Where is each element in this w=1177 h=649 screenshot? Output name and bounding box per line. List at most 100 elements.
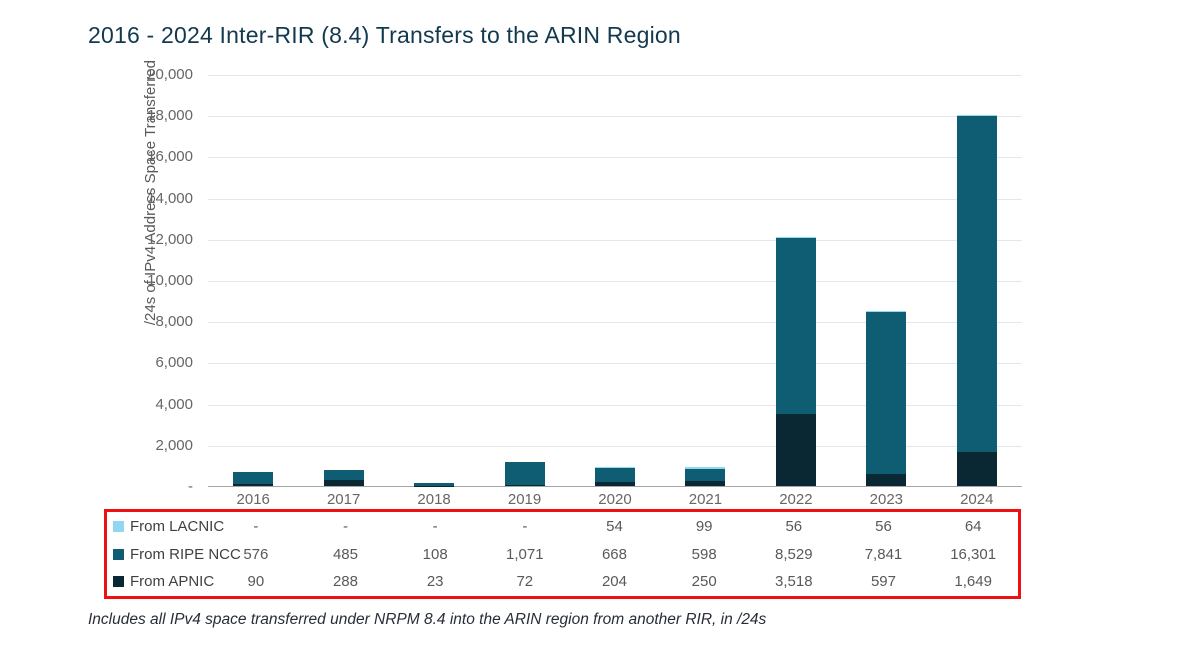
legend-item[interactable]: From LACNIC xyxy=(107,518,224,535)
table-row: From RIPE NCC 576 485 108 1,071 668 598 8,529 7,… xyxy=(107,541,1018,568)
data-table: From LACNIC - - - - 54 99 56 56 64 From RIPE NCC 57… xyxy=(104,509,1021,599)
table-value: 108 xyxy=(422,545,448,563)
bar-2020[interactable] xyxy=(595,466,635,486)
bar-2018[interactable] xyxy=(414,483,455,486)
bar-segment-2019[interactable] xyxy=(504,462,545,485)
table-value: 250 xyxy=(691,573,717,591)
bar-segment-2024[interactable] xyxy=(956,114,997,117)
bar-segment-2021[interactable] xyxy=(685,468,726,481)
bar-2023[interactable] xyxy=(866,311,907,486)
legend-label: From RIPE NCC xyxy=(130,545,241,563)
table-value: 23 xyxy=(426,573,444,591)
bar-2016[interactable] xyxy=(233,472,274,486)
table-value: 16,301 xyxy=(950,545,997,563)
bar-2021[interactable] xyxy=(685,466,726,486)
gridline xyxy=(208,363,1022,365)
table-value: 485 xyxy=(332,545,358,563)
bar-segment-2020[interactable] xyxy=(595,466,635,469)
legend-label: From APNIC xyxy=(130,573,215,591)
legend-item[interactable]: From APNIC xyxy=(107,573,215,591)
table-row: From LACNIC - - - - 54 99 56 56 64 xyxy=(107,513,1018,540)
table-value: - xyxy=(432,517,438,535)
table-value: 204 xyxy=(601,573,627,591)
y-axis-tick-label: 20,000 xyxy=(147,66,193,83)
bar-segment-2021[interactable] xyxy=(685,466,726,469)
y-axis-tick-label: 12,000 xyxy=(147,230,193,248)
gridline xyxy=(208,404,1022,406)
bar-segment-2020[interactable] xyxy=(595,481,635,486)
bar-segment-2023[interactable] xyxy=(866,311,907,313)
legend-swatch-icon xyxy=(113,576,124,588)
y-axis-tick-label: 8,000 xyxy=(155,313,193,331)
gridline xyxy=(208,239,1022,241)
x-axis-label: 2021 xyxy=(688,491,723,508)
bar-2017[interactable] xyxy=(323,470,364,486)
gridline xyxy=(208,445,1022,447)
gridline xyxy=(208,116,1022,118)
legend-item[interactable]: From RIPE NCC xyxy=(107,546,241,563)
x-axis-label: 2018 xyxy=(417,491,451,508)
bar-segment-2017[interactable] xyxy=(323,480,364,486)
bar-segment-2024[interactable] xyxy=(956,116,997,453)
x-axis-labels: 2016 2017 2018 2019 2020 2021 2022 2023 2024 xyxy=(208,491,1022,508)
gridline xyxy=(208,281,1022,282)
y-axis-tick-label: 4,000 xyxy=(155,395,193,413)
bar-segment-2019[interactable] xyxy=(504,484,545,486)
chart-title: 2016 - 2024 Inter-RIR (8.4) Transfers to… xyxy=(88,22,681,48)
table-value: - xyxy=(522,517,528,535)
bar-segment-2023[interactable] xyxy=(866,312,907,474)
bar-2022[interactable] xyxy=(775,236,816,486)
bar-2024[interactable] xyxy=(956,114,997,486)
bar-segment-2023[interactable] xyxy=(866,473,907,486)
table-value: - xyxy=(342,517,348,535)
x-axis-label: 2017 xyxy=(326,491,361,508)
bar-segment-2022[interactable] xyxy=(775,413,816,486)
table-value: 3,518 xyxy=(775,573,813,591)
y-axis-tick-label: 16,000 xyxy=(147,148,193,166)
table-value: 72 xyxy=(516,573,534,591)
y-axis-tick-label: - xyxy=(188,478,193,495)
footnote: Includes all IPv4 space transferred unde… xyxy=(88,611,767,628)
y-axis-ticks: - 2,000 4,000 6,000 8,000 10,000 12,000 14,000 1… xyxy=(0,66,193,495)
bar-segment-2024[interactable] xyxy=(956,452,997,486)
gridline xyxy=(208,157,1022,159)
y-axis-tick-label: 10,000 xyxy=(147,272,193,289)
x-axis-label: 2020 xyxy=(598,491,632,508)
bar-segment-2017[interactable] xyxy=(323,470,364,481)
plot-area xyxy=(208,75,1022,487)
y-axis-tick-label: 2,000 xyxy=(155,436,193,454)
y-axis-tick-label: 14,000 xyxy=(147,189,193,207)
table-value: 598 xyxy=(691,545,717,563)
table-value: 99 xyxy=(695,517,713,535)
table-value: 7,841 xyxy=(864,545,903,563)
table-value: 90 xyxy=(247,573,265,591)
table-value: - xyxy=(253,517,259,535)
bar-segment-2022[interactable] xyxy=(775,236,816,238)
x-axis-label: 2019 xyxy=(507,491,542,508)
table-value: 576 xyxy=(243,545,269,563)
x-axis-label: 2023 xyxy=(869,491,904,508)
table-value: 668 xyxy=(601,545,627,563)
bar-segment-2018[interactable] xyxy=(414,483,455,486)
y-axis-tick-label: 6,000 xyxy=(155,354,193,372)
table-value: 8,529 xyxy=(775,545,813,563)
table-row: From APNIC 90 288 23 72 204 250 3,518 597 1,649 xyxy=(107,568,1018,595)
legend-label: From LACNIC xyxy=(130,517,225,535)
gridline xyxy=(208,322,1022,324)
y-axis-tick-label: 18,000 xyxy=(147,107,193,125)
x-axis-line xyxy=(208,486,1022,487)
x-axis-label: 2022 xyxy=(779,491,813,508)
bar-segment-2020[interactable] xyxy=(595,468,635,482)
table-value: 1,649 xyxy=(954,573,992,591)
bar-segment-2021[interactable] xyxy=(685,480,726,486)
bar-segment-2016[interactable] xyxy=(233,472,274,485)
bar-2019[interactable] xyxy=(504,462,545,486)
table-value: 597 xyxy=(870,573,896,591)
table-value: 288 xyxy=(332,573,358,591)
bar-segment-2022[interactable] xyxy=(775,237,816,414)
x-axis-label: 2024 xyxy=(960,491,994,508)
table-value: 54 xyxy=(606,517,623,535)
table-value: 64 xyxy=(964,517,982,535)
bar-segment-2016[interactable] xyxy=(233,484,274,486)
